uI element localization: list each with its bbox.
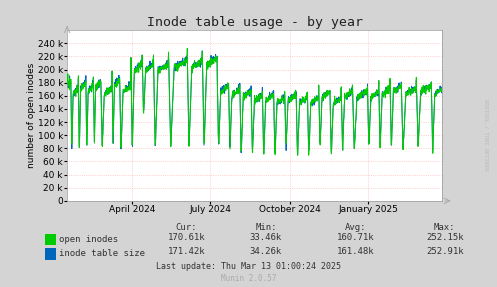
Text: 252.15k: 252.15k <box>426 233 464 242</box>
Text: 252.91k: 252.91k <box>426 247 464 256</box>
Text: 34.26k: 34.26k <box>250 247 282 256</box>
Text: RRDTOOL / TOBI OETIKER: RRDTOOL / TOBI OETIKER <box>483 99 488 171</box>
Text: 33.46k: 33.46k <box>250 233 282 242</box>
Title: Inode table usage - by year: Inode table usage - by year <box>147 16 363 29</box>
Text: 171.42k: 171.42k <box>167 247 205 256</box>
Y-axis label: number of open inodes: number of open inodes <box>27 63 36 168</box>
Text: Min:: Min: <box>255 223 277 232</box>
Text: open inodes: open inodes <box>59 235 118 244</box>
Text: Last update: Thu Mar 13 01:00:24 2025: Last update: Thu Mar 13 01:00:24 2025 <box>156 262 341 271</box>
Text: 160.71k: 160.71k <box>336 233 374 242</box>
Text: inode table size: inode table size <box>59 249 145 259</box>
Text: 161.48k: 161.48k <box>336 247 374 256</box>
Text: Munin 2.0.57: Munin 2.0.57 <box>221 274 276 283</box>
Text: 170.61k: 170.61k <box>167 233 205 242</box>
Text: Max:: Max: <box>434 223 456 232</box>
Text: Avg:: Avg: <box>344 223 366 232</box>
Text: Cur:: Cur: <box>175 223 197 232</box>
